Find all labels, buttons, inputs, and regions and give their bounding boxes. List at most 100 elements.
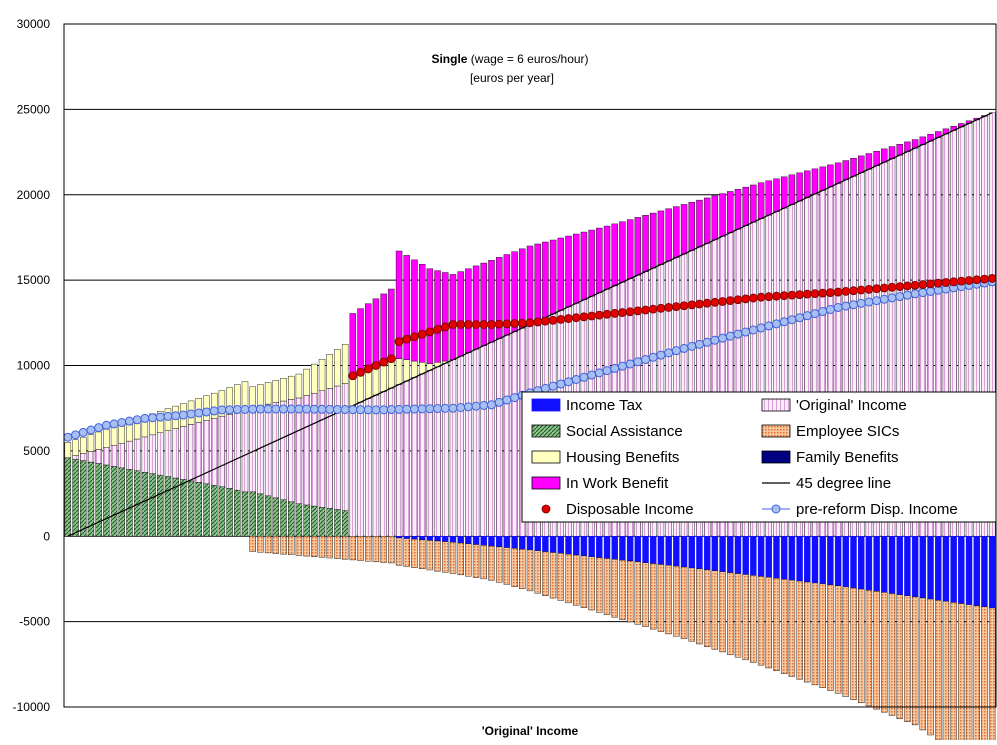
bar	[850, 536, 857, 589]
point	[818, 288, 828, 298]
bar	[449, 274, 457, 361]
point	[201, 407, 211, 417]
bar	[981, 606, 988, 745]
bar	[465, 352, 472, 537]
y-axis-ticks: -10000 -5000 0 5000 10000 15000 20000 25000 3000…	[13, 17, 51, 714]
bar	[426, 370, 434, 537]
bar	[657, 564, 665, 632]
bar	[465, 536, 472, 544]
bar	[719, 536, 726, 572]
bar	[727, 572, 734, 655]
bar	[472, 349, 480, 537]
bar	[357, 536, 364, 561]
point	[771, 319, 781, 329]
point	[625, 359, 635, 369]
bar	[434, 536, 441, 542]
bar	[611, 559, 618, 618]
bar	[757, 576, 765, 666]
point	[748, 325, 758, 335]
point	[903, 281, 912, 291]
bar	[226, 488, 233, 537]
bar	[950, 602, 957, 745]
bar	[126, 440, 133, 470]
bar	[549, 239, 557, 315]
bar	[341, 510, 349, 537]
bar	[881, 592, 888, 713]
point	[448, 320, 458, 329]
bar	[935, 536, 942, 601]
point	[902, 290, 912, 300]
point	[987, 274, 997, 283]
bar	[742, 574, 749, 661]
point	[548, 381, 558, 391]
bar	[703, 536, 711, 571]
legend-label: 'Original' Income	[796, 397, 907, 414]
point	[248, 404, 258, 414]
bar	[488, 536, 495, 547]
bar	[426, 268, 434, 364]
point	[294, 404, 304, 414]
point	[741, 294, 751, 304]
point	[186, 409, 196, 419]
bar	[326, 354, 333, 389]
bar	[888, 146, 896, 159]
point	[433, 324, 442, 334]
bar	[865, 153, 873, 170]
bar	[734, 189, 742, 230]
bar	[503, 547, 511, 585]
bar	[318, 507, 326, 537]
bar	[858, 536, 865, 590]
bar	[788, 174, 796, 205]
point	[587, 311, 597, 321]
bar	[195, 482, 202, 537]
point	[309, 404, 319, 414]
bar	[249, 491, 256, 537]
point	[602, 309, 612, 319]
legend-swatch	[531, 424, 561, 438]
bar	[842, 586, 850, 697]
bar	[973, 536, 980, 606]
bar	[842, 536, 850, 588]
point	[648, 304, 658, 314]
legend-label: Housing Benefits	[566, 449, 679, 466]
point	[918, 280, 928, 289]
legend-swatch	[531, 450, 561, 464]
bar	[796, 580, 803, 680]
point	[849, 300, 859, 310]
bar	[696, 568, 703, 645]
point	[748, 293, 758, 303]
bar	[241, 491, 249, 537]
bar	[904, 595, 911, 722]
bar	[341, 344, 349, 384]
point	[718, 297, 727, 306]
point	[664, 303, 674, 312]
point	[394, 404, 404, 414]
bar	[480, 345, 487, 537]
bar	[688, 567, 695, 642]
bar	[218, 390, 226, 417]
point	[148, 413, 158, 423]
bar	[750, 575, 757, 663]
bar	[596, 536, 603, 558]
point	[564, 314, 573, 323]
bar	[873, 536, 880, 592]
point	[633, 306, 643, 316]
bar	[495, 546, 503, 583]
bar	[341, 536, 349, 560]
bar	[650, 536, 657, 564]
bar	[788, 579, 796, 677]
bar	[711, 195, 719, 241]
bar	[950, 536, 957, 603]
bar	[650, 212, 657, 269]
bar	[542, 241, 549, 318]
bar	[380, 293, 387, 362]
point	[756, 292, 766, 302]
legend-label: pre-reform Disp. Income	[796, 501, 958, 518]
bar	[796, 536, 803, 582]
bar	[472, 536, 480, 545]
bar	[573, 536, 580, 556]
point	[625, 307, 635, 317]
bar	[865, 536, 873, 591]
bar	[411, 538, 418, 568]
